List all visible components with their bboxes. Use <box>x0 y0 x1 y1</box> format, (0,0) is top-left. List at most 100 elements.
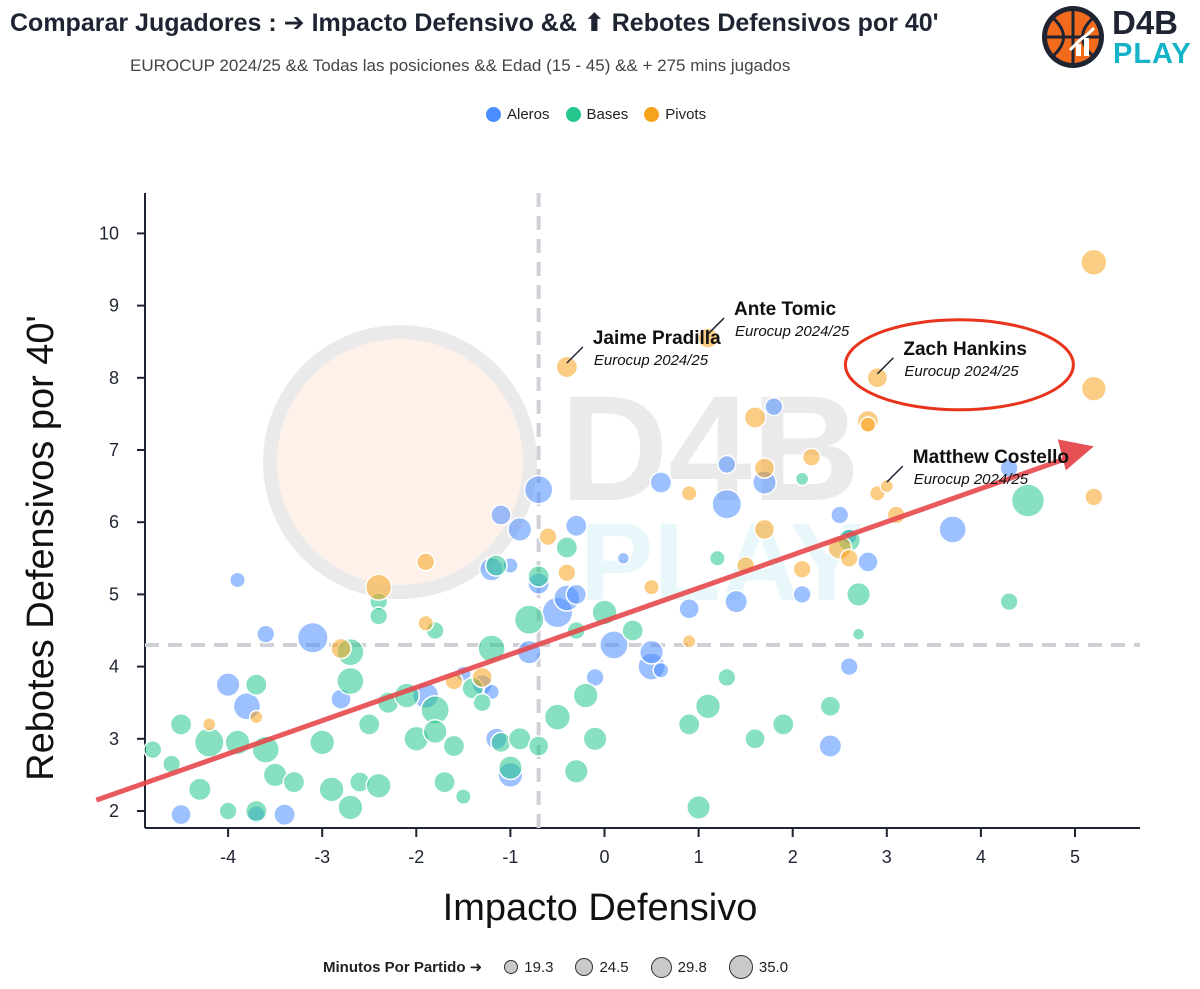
data-point-pivots <box>416 552 436 572</box>
chart-subtitle: EUROCUP 2024/25 && Todas las posiciones … <box>130 56 791 75</box>
data-point-aleros <box>839 656 859 677</box>
data-point-bases <box>694 693 722 720</box>
data-point-aleros <box>296 621 329 654</box>
data-point-aleros <box>717 454 737 475</box>
label-leader-line <box>886 465 904 483</box>
legend-swatch-pivots <box>644 107 660 122</box>
data-point-bases <box>851 627 866 641</box>
size-legend-item: 29.8 <box>650 956 707 978</box>
x-tick-label: -3 <box>314 847 330 867</box>
legend-item-pivots[interactable]: Pivots <box>644 106 706 123</box>
size-legend-value: 29.8 <box>677 958 707 976</box>
data-point-bases <box>999 591 1019 612</box>
data-point-bases <box>717 667 737 688</box>
x-tick-label: 0 <box>599 847 609 867</box>
data-point-bases <box>442 734 466 758</box>
size-legend-label: Minutos Por Partido ➜ <box>323 959 483 976</box>
data-point-bases <box>572 682 599 709</box>
data-point-bases <box>563 758 589 784</box>
data-point-bases <box>497 755 523 781</box>
data-point-pivots <box>681 634 697 649</box>
data-point-bases <box>527 735 550 757</box>
data-point-bases <box>771 712 795 736</box>
data-point-pivots <box>697 327 719 349</box>
data-point-pivots <box>364 573 393 601</box>
player-label-name: Jaime Pradilla <box>593 328 721 349</box>
y-tick-label: 2 <box>109 801 119 821</box>
data-point-bases <box>490 731 512 754</box>
data-point-bases <box>433 770 456 794</box>
data-point-bases <box>708 549 726 567</box>
data-point-bases <box>143 739 163 760</box>
y-axis-title: Rebotes Defensivos por 40' <box>20 315 62 781</box>
legend-swatch-aleros <box>486 107 501 122</box>
data-point-pivots <box>248 709 264 725</box>
legend-item-bases[interactable]: Bases <box>565 106 628 123</box>
size-legend-value: 35.0 <box>758 958 789 976</box>
size-legend-circle <box>728 955 753 979</box>
highlight-ellipse <box>843 318 1075 412</box>
watermark-ball <box>270 332 530 592</box>
d4b-play-logo: D4B PLAY <box>1040 4 1192 72</box>
player-label-name: Matthew Costello <box>913 447 1069 468</box>
data-point-bases <box>1010 483 1046 518</box>
label-leader-line <box>876 357 894 375</box>
data-point-bases <box>794 471 810 487</box>
player-label-season: Eurocup 2024/25 <box>594 352 709 369</box>
data-point-aleros <box>507 516 533 542</box>
size-legend-item: 19.3 <box>504 959 553 976</box>
data-point-bases <box>337 794 364 821</box>
data-point-aleros <box>256 624 276 644</box>
data-point-bases <box>513 604 545 636</box>
x-tick-label: -4 <box>220 847 236 867</box>
data-point-pivots <box>839 548 859 568</box>
data-point-pivots <box>538 526 558 547</box>
size-legend-circle <box>504 960 519 974</box>
data-point-pivots <box>743 406 767 429</box>
data-point-pivots <box>201 717 217 732</box>
logo-text-play: PLAY <box>1113 38 1192 70</box>
player-label-season: Eurocup 2024/25 <box>904 363 1019 380</box>
data-point-bases <box>744 727 766 750</box>
data-point-aleros <box>565 583 588 606</box>
data-point-pivots <box>680 484 698 502</box>
data-point-pivots <box>801 447 822 467</box>
data-point-bases <box>555 536 579 559</box>
data-point-bases <box>218 801 238 821</box>
data-point-bases <box>582 726 608 752</box>
data-point-pivots <box>471 666 493 689</box>
data-point-bases <box>244 673 268 697</box>
data-point-aleros <box>639 639 665 665</box>
x-tick-label: -1 <box>502 847 518 867</box>
chart-legend: Aleros Bases Pivots <box>486 106 706 123</box>
data-point-aleros <box>678 598 701 620</box>
data-point-pivots <box>1080 375 1107 402</box>
data-point-bases <box>543 703 572 731</box>
data-point-aleros <box>792 584 812 605</box>
logo-text-d4b: D4B <box>1112 4 1179 41</box>
legend-swatch-bases <box>565 107 581 122</box>
data-point-aleros <box>818 734 843 758</box>
data-point-pivots <box>330 637 352 660</box>
data-point-aleros <box>215 672 241 698</box>
data-point-aleros <box>273 803 296 826</box>
data-point-pivots <box>1084 487 1104 507</box>
data-point-bases <box>484 554 508 577</box>
data-point-bases <box>357 712 381 736</box>
x-tick-label: 5 <box>1070 847 1080 867</box>
y-tick-label: 3 <box>109 729 119 749</box>
data-point-bases <box>336 666 365 696</box>
data-point-pivots <box>753 518 776 541</box>
size-legend-item: 24.5 <box>575 958 629 976</box>
size-legend: Minutos Por Partido ➜ 19.3 24.5 29.8 35.… <box>323 955 810 979</box>
legend-item-aleros[interactable]: Aleros <box>486 106 550 123</box>
data-point-bases <box>621 619 645 642</box>
data-point-aleros <box>616 551 631 566</box>
y-tick-label: 8 <box>109 368 119 388</box>
data-point-bases <box>318 776 345 803</box>
data-point-bases <box>193 726 225 758</box>
data-point-bases <box>846 581 872 607</box>
data-point-aleros <box>564 514 588 538</box>
size-legend-item: 35.0 <box>728 955 789 979</box>
